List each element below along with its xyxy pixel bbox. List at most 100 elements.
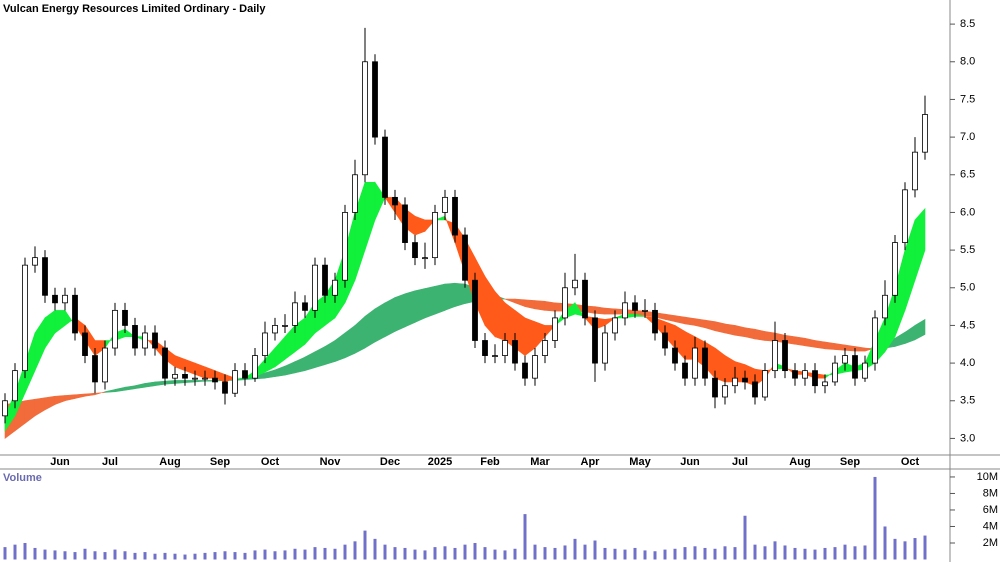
y-tick-label: 4.5 — [960, 319, 975, 331]
candle-body — [462, 234, 468, 281]
volume-bar — [373, 538, 377, 560]
candle-body — [112, 309, 118, 349]
candle-body — [672, 347, 678, 364]
x-tick-label: Aug — [789, 456, 810, 468]
volume-bar — [453, 547, 457, 560]
candle-body — [902, 189, 908, 243]
candle-body — [612, 317, 618, 334]
volume-bar — [113, 549, 117, 560]
volume-bar — [403, 547, 407, 560]
candle-body — [32, 257, 38, 266]
candle-body — [492, 355, 498, 357]
ribbon-segment — [914, 318, 926, 341]
volume-bar — [663, 549, 667, 560]
volume-bar — [393, 547, 397, 560]
candle-body — [592, 317, 598, 364]
candle-body — [362, 61, 368, 176]
volume-bar — [683, 547, 687, 560]
volume-bar — [433, 547, 437, 560]
x-tick-label: Mar — [530, 456, 550, 468]
candle-body — [152, 332, 158, 349]
volume-bar — [43, 549, 47, 560]
volume-bar — [603, 547, 607, 560]
x-tick-label: Jul — [102, 456, 118, 468]
ribbon-segment — [454, 282, 466, 308]
candle-body — [882, 294, 888, 319]
candle-body — [52, 294, 58, 304]
candle-body — [642, 309, 648, 312]
volume-bar — [243, 552, 247, 560]
ribbon-segment — [174, 380, 186, 384]
volume-bar — [833, 547, 837, 560]
candle-body — [472, 279, 478, 341]
candle-body — [72, 294, 78, 334]
volume-bar — [263, 549, 267, 560]
volume-bar — [473, 542, 477, 560]
candle-body — [722, 385, 728, 398]
candle-body — [232, 370, 238, 394]
candle-body — [352, 174, 358, 213]
y-tick-label: 3.0 — [960, 432, 975, 444]
volume-bar — [883, 526, 887, 560]
volume-title: Volume — [3, 472, 42, 484]
volume-bar — [353, 541, 357, 560]
volume-bar — [13, 544, 17, 560]
candle-body — [2, 400, 8, 417]
ribbon-segment — [744, 327, 756, 340]
volume-bar — [823, 547, 827, 560]
ribbon-segment — [414, 288, 426, 323]
y-tick-label: 5.5 — [960, 244, 975, 256]
candle-body — [792, 370, 798, 379]
candle-body — [482, 340, 488, 356]
candle-body — [322, 264, 328, 296]
volume-bar — [423, 550, 427, 560]
volume-bar — [593, 540, 597, 560]
ribbon-segment — [424, 285, 436, 319]
candle-body — [402, 204, 408, 243]
y-tick-label: 3.5 — [960, 395, 975, 407]
candle-body — [812, 370, 818, 387]
x-tick-label: Aug — [159, 456, 180, 468]
candle-body — [252, 355, 258, 379]
y-tick-label: 7.5 — [960, 93, 975, 105]
chart-title: Vulcan Energy Resources Limited Ordinary… — [3, 3, 266, 15]
volume-bar — [873, 476, 877, 560]
volume-bar — [183, 554, 187, 560]
y-tick-label: 7.0 — [960, 131, 975, 143]
volume-bar — [903, 541, 907, 560]
volume-bar — [553, 547, 557, 560]
candle-body — [92, 355, 98, 383]
candle-body — [532, 355, 538, 379]
volume-bar — [493, 549, 497, 560]
ribbon-segment — [604, 307, 616, 315]
candle-body — [142, 332, 148, 349]
volume-bar — [863, 545, 867, 560]
x-tick-label: Nov — [320, 456, 342, 468]
ribbon-segment — [394, 293, 406, 332]
ribbon-segment — [794, 336, 806, 347]
x-tick-label: Jun — [50, 456, 70, 468]
candle-body — [622, 302, 628, 319]
candle-body — [412, 242, 418, 259]
candle-body — [512, 340, 518, 364]
x-tick-label: Dec — [380, 456, 400, 468]
candle-body — [452, 196, 458, 236]
volume-bar — [143, 552, 147, 560]
x-tick-label: Oct — [261, 456, 280, 468]
ribbon-segment — [444, 282, 456, 311]
candle-body — [332, 279, 338, 296]
volume-bar — [783, 545, 787, 560]
y-tick-label: 4M — [983, 520, 998, 532]
marks — [2, 23, 955, 560]
ribbon-segment — [914, 207, 926, 281]
candle-body — [922, 114, 928, 153]
candle-body — [552, 317, 558, 341]
ribbon-segment — [724, 323, 736, 336]
candle-body — [302, 302, 308, 311]
volume-bar — [203, 552, 207, 560]
volume-bar — [913, 538, 917, 560]
y-tick-label: 2M — [983, 537, 998, 549]
candle-body — [582, 279, 588, 319]
volume-bar — [623, 549, 627, 560]
